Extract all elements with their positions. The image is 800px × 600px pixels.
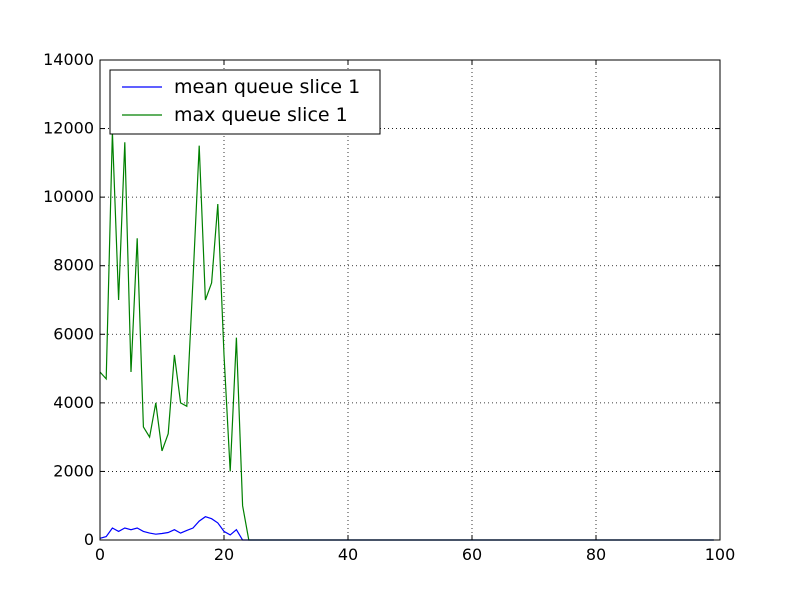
legend: mean queue slice 1 max queue slice 1: [110, 70, 380, 134]
x-tick-label: 80: [586, 545, 606, 564]
x-tick-label: 0: [95, 545, 105, 564]
y-tick-label: 6000: [53, 324, 94, 343]
x-tick-label: 100: [705, 545, 736, 564]
y-tick-label: 8000: [53, 256, 94, 275]
y-tick-label: 12000: [43, 119, 94, 138]
series-line-mean-queue: [100, 517, 714, 540]
x-tick-label: 40: [338, 545, 358, 564]
series-line-max-queue: [100, 132, 714, 540]
legend-label-max: max queue slice 1: [174, 104, 348, 126]
y-tick-label: 2000: [53, 461, 94, 480]
x-tick-label: 60: [462, 545, 482, 564]
series-group: [100, 132, 714, 540]
y-tick-label: 4000: [53, 393, 94, 412]
x-tick-label: 20: [214, 545, 234, 564]
y-tick-label: 14000: [43, 50, 94, 69]
y-tick-label: 10000: [43, 187, 94, 206]
legend-label-mean: mean queue slice 1: [174, 76, 360, 98]
y-tick-label: 0: [84, 530, 94, 549]
